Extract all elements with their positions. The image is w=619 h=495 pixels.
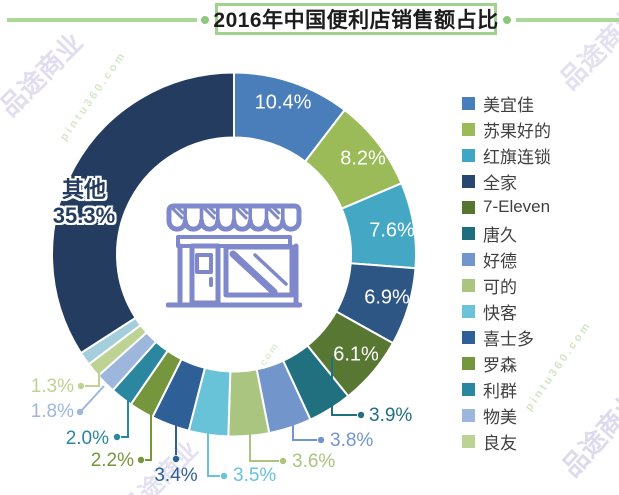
leader-line: [331, 357, 357, 416]
leader-dot: [357, 411, 365, 419]
leader-dot: [172, 455, 180, 463]
legend-label: 苏果好的: [483, 121, 551, 141]
leader-dot: [220, 472, 228, 480]
legend-item: 物美: [462, 402, 551, 428]
leader-dot: [137, 456, 145, 464]
leader-line: [249, 433, 279, 462]
legend-swatch: [462, 304, 475, 318]
legend-swatch: [462, 330, 475, 344]
header-dot-right: [503, 16, 511, 24]
legend-label: 全家: [483, 173, 517, 193]
legend-swatch: [462, 434, 475, 448]
legend: 美宜佳苏果好的红旗连锁全家 7-Eleven 唐久好德可的快客喜士多罗森利群物美良友: [462, 90, 551, 454]
legend-item: 7-Eleven: [462, 194, 551, 220]
legend-label: 唐久: [483, 225, 517, 245]
legend-swatch: [462, 226, 475, 240]
legend-item: 可的: [462, 272, 551, 298]
legend-item: 苏果好的: [462, 116, 551, 142]
legend-item: 全家: [462, 168, 551, 194]
legend-item: 利群: [462, 376, 551, 402]
leader-line: [145, 413, 152, 461]
leader-line: [292, 417, 317, 441]
legend-swatch: [462, 122, 475, 136]
legend-label: 可的: [483, 277, 517, 297]
legend-item: 快客: [462, 298, 551, 324]
slice-其他: [51, 71, 235, 355]
legend-label: 7-Eleven: [483, 197, 551, 216]
header-dot-left: [201, 16, 209, 24]
leader-dot: [113, 433, 121, 441]
leader-dot: [77, 382, 85, 390]
legend-item: 罗森: [462, 350, 551, 376]
leader-line: [207, 432, 220, 477]
legend-label: 红旗连锁: [483, 147, 551, 167]
header-rule-left: [7, 18, 197, 22]
legend-swatch: [462, 356, 475, 370]
leader-dot: [76, 408, 84, 416]
storefront-icon: [166, 203, 302, 308]
legend-swatch: [462, 408, 475, 422]
legend-item: 好德: [462, 246, 551, 272]
legend-label: 快客: [483, 303, 517, 323]
legend-item: 良友: [462, 428, 551, 454]
header-rule-right: [516, 18, 619, 22]
legend-item: 红旗连锁: [462, 142, 551, 168]
legend-swatch: [462, 200, 475, 214]
legend-swatch: [462, 278, 475, 292]
legend-label: 利群: [483, 381, 517, 401]
legend-label: 良友: [483, 433, 517, 453]
legend-item: 唐久: [462, 220, 551, 246]
leader-line: [121, 400, 129, 438]
leader-line: [85, 372, 100, 387]
legend-swatch: [462, 252, 475, 266]
leader-dot: [279, 457, 287, 465]
legend-swatch: [462, 174, 475, 188]
legend-item: 喜士多: [462, 324, 551, 350]
title-box: 2016年中国便利店销售额占比: [213, 3, 499, 35]
leader-dot: [317, 436, 325, 444]
legend-swatch: [462, 148, 475, 162]
legend-label: 好德: [483, 251, 517, 271]
leader-line: [81, 385, 105, 411]
legend-item: 美宜佳: [462, 90, 551, 116]
legend-swatch: [462, 96, 475, 110]
legend-swatch: [462, 382, 475, 396]
page-title: 2016年中国便利店销售额占比: [213, 9, 499, 32]
legend-label: 罗森: [483, 355, 517, 375]
legend-label: 美宜佳: [483, 95, 534, 115]
legend-label: 物美: [483, 407, 517, 427]
legend-label: 喜士多: [483, 329, 534, 349]
